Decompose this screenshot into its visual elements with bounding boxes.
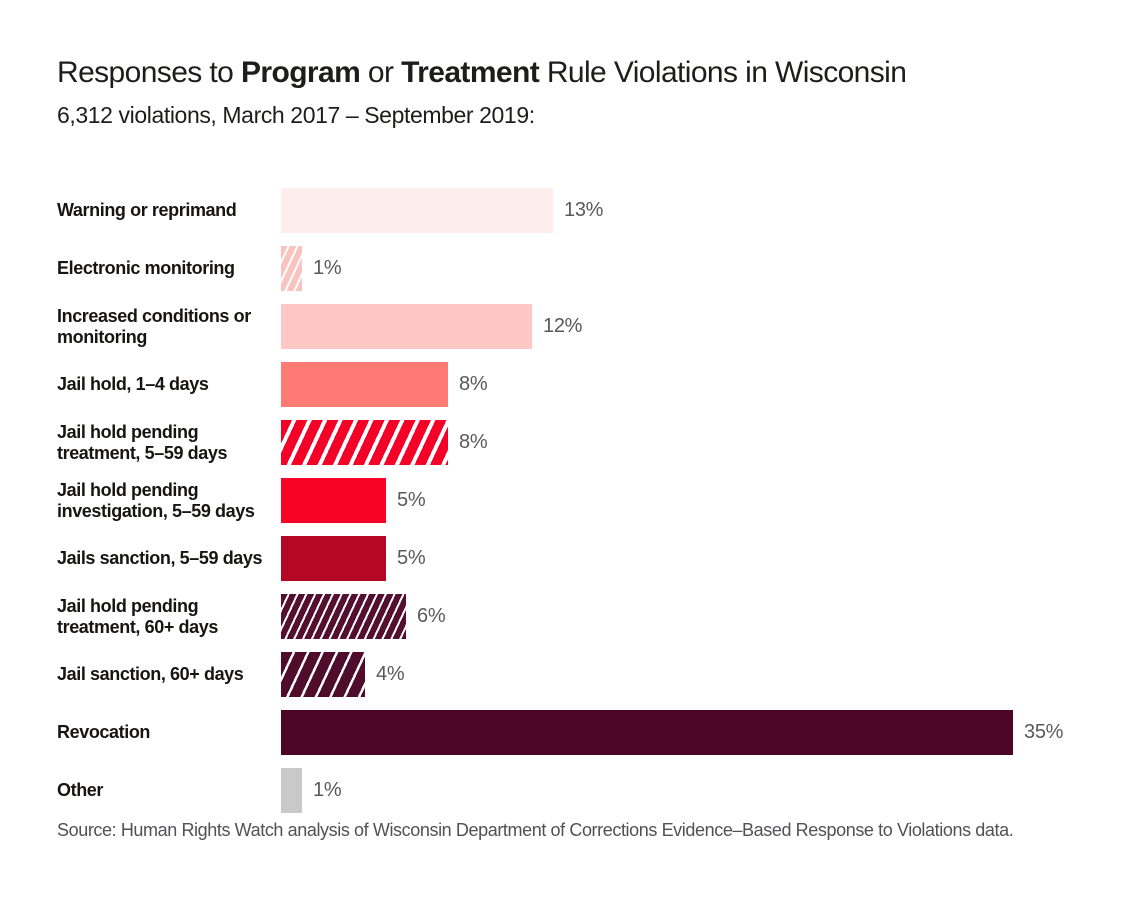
bar-hatched xyxy=(281,246,302,291)
bar-solid xyxy=(281,768,302,813)
value-label: 12% xyxy=(543,315,583,337)
value-label: 1% xyxy=(313,779,342,801)
chart-row: Jail hold pending investigation, 5–59 da… xyxy=(57,478,1126,523)
value-label: 8% xyxy=(459,373,488,395)
chart-row: Jail hold pending treatment, 60+ days 6% xyxy=(57,594,1126,639)
category-label: Electronic monitoring xyxy=(57,258,235,278)
chart-title: Responses to Program or Treatment Rule V… xyxy=(57,56,907,90)
chart-row: Warning or reprimand 13% xyxy=(57,188,1126,233)
value-label: 35% xyxy=(1024,721,1064,743)
category-label: Other xyxy=(57,780,104,800)
value-label: 8% xyxy=(459,431,488,453)
chart-row: Jails sanction, 5–59 days 5% xyxy=(57,536,1126,581)
bar-solid xyxy=(281,362,448,407)
category-label: Jail hold, 1–4 days xyxy=(57,374,209,394)
category-label: Warning or reprimand xyxy=(57,200,237,220)
category-label: Revocation xyxy=(57,722,151,742)
bar-solid xyxy=(281,710,1013,755)
bar-solid xyxy=(281,478,386,523)
title-bold-treatment: Treatment xyxy=(401,56,540,89)
chart-row: Jail hold pending treatment, 5–59 days 8% xyxy=(57,420,1126,465)
value-label: 5% xyxy=(397,489,426,511)
title-text: Rule Violations in Wisconsin xyxy=(539,56,907,89)
chart-row: Jail hold, 1–4 days 8% xyxy=(57,362,1126,407)
category-label: Increased conditions or monitoring xyxy=(57,305,251,347)
bar-hatched xyxy=(281,420,448,465)
value-label: 4% xyxy=(376,663,405,685)
source-note: Source: Human Rights Watch analysis of W… xyxy=(57,820,1014,840)
bar-solid xyxy=(281,188,553,233)
bar-solid xyxy=(281,536,386,581)
category-label: Jail hold pending treatment, 5–59 days xyxy=(57,421,228,463)
chart-row: Increased conditions or monitoring 12% xyxy=(57,304,1126,349)
chart-row: Other 1% xyxy=(57,768,1126,813)
bar-hatched xyxy=(281,594,406,639)
title-bold-program: Program xyxy=(240,56,361,89)
value-label: 13% xyxy=(564,199,604,221)
category-label: Jails sanction, 5–59 days xyxy=(57,548,263,568)
title-text: Responses to xyxy=(57,56,241,89)
chart-row: Electronic monitoring 1% xyxy=(57,246,1126,291)
bar-chart: Warning or reprimand 13% Electronic monito… xyxy=(57,188,1126,816)
category-label: Jail hold pending treatment, 60+ days xyxy=(57,595,218,637)
chart-subtitle: 6,312 violations, March 2017 – September… xyxy=(57,102,535,128)
category-label: Jail hold pending investigation, 5–59 da… xyxy=(57,479,255,521)
chart-row: Jail sanction, 60+ days 4% xyxy=(57,652,1126,697)
value-label: 5% xyxy=(397,547,426,569)
bar-hatched xyxy=(281,652,365,697)
value-label: 1% xyxy=(313,257,342,279)
chart-row: Revocation 35% xyxy=(57,710,1126,755)
title-text: or xyxy=(360,56,402,89)
bar-solid xyxy=(281,304,532,349)
category-label: Jail sanction, 60+ days xyxy=(57,664,244,684)
value-label: 6% xyxy=(417,605,446,627)
